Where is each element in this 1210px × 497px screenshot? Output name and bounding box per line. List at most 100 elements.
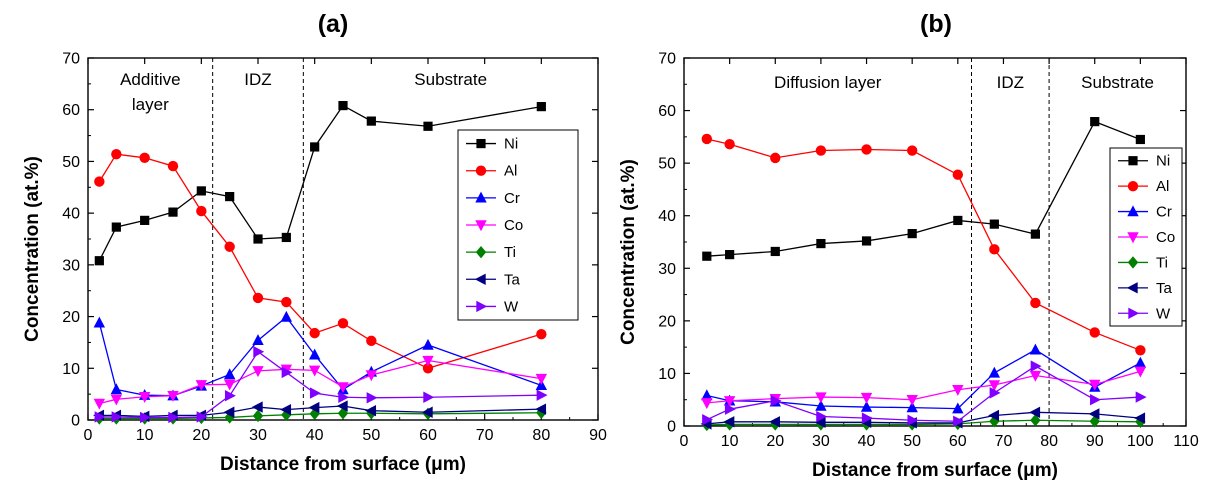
data-point xyxy=(111,222,121,232)
data-point xyxy=(139,411,151,424)
region-label: IDZ xyxy=(244,70,271,89)
data-point xyxy=(536,328,547,340)
data-point xyxy=(723,396,736,407)
data-point xyxy=(423,121,433,131)
data-point xyxy=(195,380,208,392)
y-tick-label: 50 xyxy=(62,154,80,171)
data-point xyxy=(535,373,548,385)
data-point xyxy=(366,116,376,126)
data-point xyxy=(280,310,293,322)
series-al-a xyxy=(94,148,547,374)
legend-a: Ni Al Cr Co Ti Ta W xyxy=(457,129,579,321)
legend-label: Co xyxy=(1156,229,1175,246)
data-point xyxy=(253,234,263,244)
data-point xyxy=(338,100,348,111)
data-point xyxy=(536,389,548,401)
data-point xyxy=(770,152,781,164)
data-point xyxy=(1029,406,1041,419)
data-point xyxy=(814,416,826,429)
data-point xyxy=(308,365,321,377)
data-point xyxy=(769,416,780,428)
data-point xyxy=(1135,391,1147,403)
region-label: IDZ xyxy=(997,73,1024,92)
y-axis-label-b: Concentration (at.%) xyxy=(618,159,639,345)
legend-marker xyxy=(475,165,487,176)
legend-marker xyxy=(1127,205,1139,217)
legend-label: Al xyxy=(1156,178,1169,195)
data-point xyxy=(281,366,293,379)
legend-label: Co xyxy=(504,217,523,234)
data-point xyxy=(536,102,546,112)
x-tick-label: 70 xyxy=(995,433,1013,450)
data-point xyxy=(988,380,1001,392)
data-point xyxy=(770,246,780,257)
x-tick-label: 30 xyxy=(812,433,830,450)
data-point xyxy=(1134,366,1147,378)
data-point xyxy=(725,250,735,260)
data-point xyxy=(422,363,434,374)
legend-marker xyxy=(476,300,488,313)
data-point xyxy=(815,399,827,411)
data-point xyxy=(167,390,179,402)
x-tick-label: 40 xyxy=(306,427,324,444)
legend-label: W xyxy=(504,298,519,315)
data-point xyxy=(953,415,965,427)
region-label: Substrate xyxy=(414,70,487,89)
data-point xyxy=(366,335,377,347)
data-point xyxy=(1030,229,1040,239)
x-axis-label-b: Distance from surface (μm) xyxy=(812,460,1058,481)
y-tick-label: 10 xyxy=(62,361,80,378)
x-tick-label: 10 xyxy=(136,427,154,444)
data-point xyxy=(953,215,963,226)
series-al-b xyxy=(701,133,1146,356)
legend-marker xyxy=(1127,180,1139,192)
x-tick-label: 70 xyxy=(476,427,494,444)
x-tick-label: 20 xyxy=(192,427,210,444)
legend-marker xyxy=(1127,232,1139,244)
x-tick-label: 100 xyxy=(1127,433,1154,450)
series-line xyxy=(99,405,542,418)
data-point xyxy=(1090,394,1101,406)
legend-marker xyxy=(475,191,487,203)
data-point xyxy=(1089,327,1100,338)
data-point xyxy=(861,412,873,424)
data-point xyxy=(196,186,206,196)
data-point xyxy=(281,296,292,308)
data-point xyxy=(168,411,180,424)
x-tick-label: 80 xyxy=(532,427,550,444)
data-point xyxy=(724,403,736,415)
data-point xyxy=(309,327,320,339)
data-point xyxy=(988,409,1000,422)
region-label: Diffusion layer xyxy=(774,73,882,92)
series-ni-b xyxy=(702,117,1145,261)
data-point xyxy=(815,392,827,404)
legend-label: Ti xyxy=(504,244,516,261)
data-point xyxy=(251,401,263,413)
x-tick-label: 10 xyxy=(721,433,739,450)
data-point xyxy=(423,391,435,403)
data-point xyxy=(702,251,712,261)
series-w-a xyxy=(94,346,548,424)
data-point xyxy=(252,292,264,304)
data-point xyxy=(365,404,377,417)
data-point xyxy=(93,398,106,410)
data-point xyxy=(1088,408,1100,420)
data-point xyxy=(223,379,236,391)
data-point xyxy=(989,387,1001,399)
data-point xyxy=(860,392,873,404)
data-point xyxy=(770,395,782,407)
data-point xyxy=(906,401,918,413)
series-line xyxy=(98,316,542,397)
chart-title-a: (a) xyxy=(318,10,349,38)
series-co-b xyxy=(701,366,1147,410)
data-point xyxy=(140,215,150,225)
legend-marker xyxy=(475,245,487,259)
data-point xyxy=(93,316,106,328)
data-point xyxy=(138,392,151,403)
data-point xyxy=(224,241,235,252)
x-axis-label-a: Distance from surface (μm) xyxy=(220,454,466,475)
data-point xyxy=(309,387,321,399)
data-point xyxy=(422,338,434,350)
y-tick-label: 0 xyxy=(71,413,80,430)
data-point xyxy=(724,139,735,150)
